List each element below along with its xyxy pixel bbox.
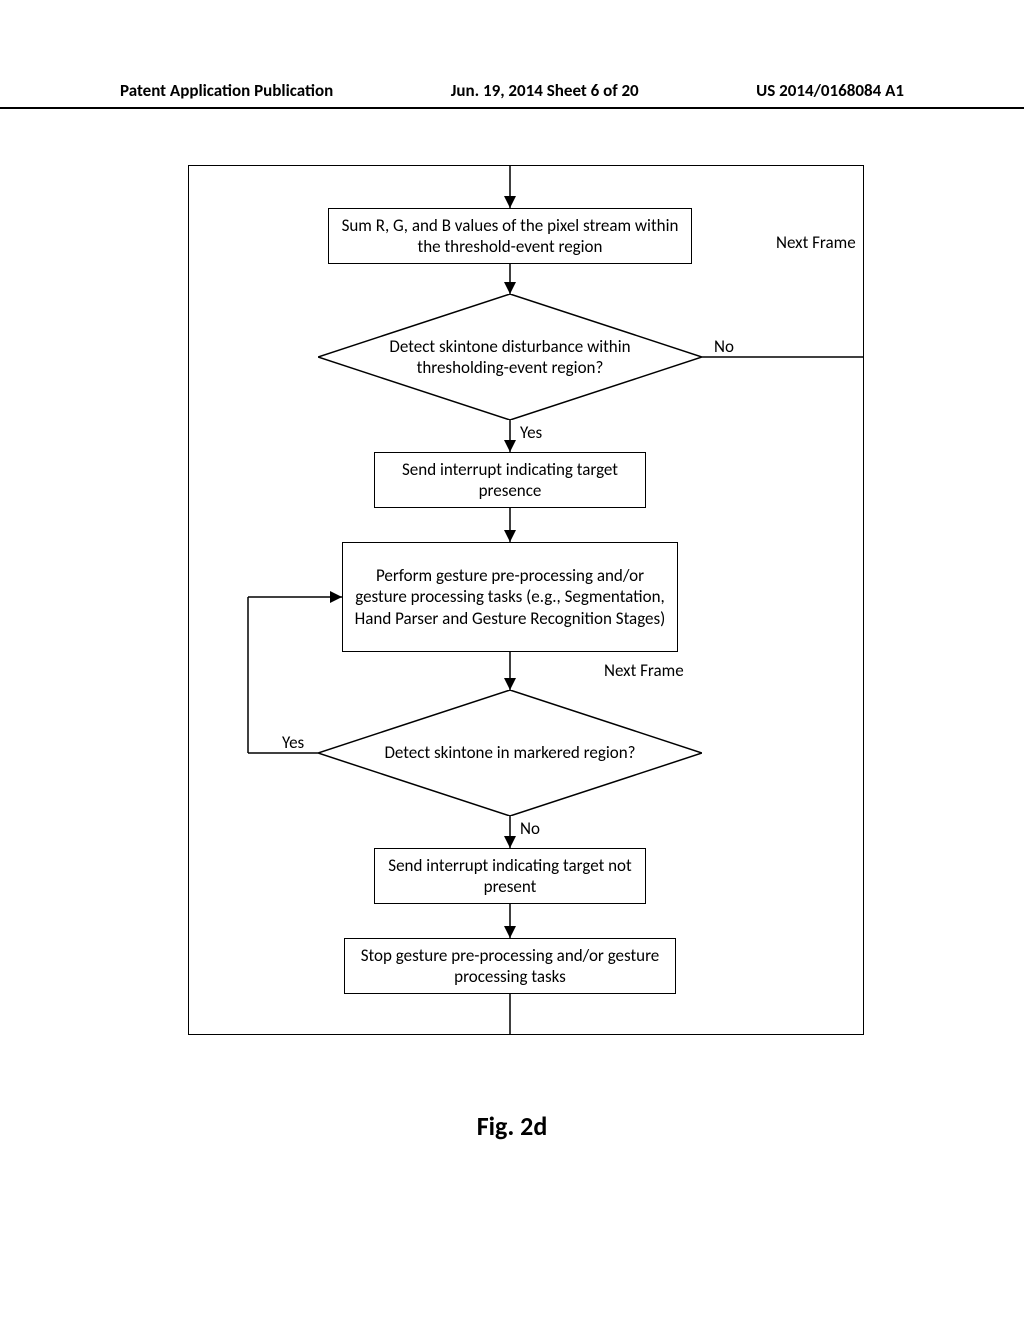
box-stop-gesture: Stop gesture pre-processing and/or gestu…	[344, 938, 676, 994]
flowchart-diagram: Sum R, G, and B values of the pixel stre…	[188, 160, 868, 1040]
figure-caption: Fig. 2d	[0, 1110, 1024, 1142]
label-next-frame-mid: Next Frame	[604, 660, 684, 681]
label-yes-2: Yes	[282, 732, 304, 753]
label-no-2: No	[520, 818, 540, 839]
box-send-notpresent-text: Send interrupt indicating target not pre…	[385, 855, 635, 898]
decision-detect-skintone-markered: Detect skintone in markered region?	[318, 690, 702, 816]
label-next-frame-top: Next Frame	[776, 232, 856, 253]
box-sum-rgb: Sum R, G, and B values of the pixel stre…	[328, 208, 692, 264]
box-sum-text: Sum R, G, and B values of the pixel stre…	[339, 215, 681, 258]
page-header: Patent Application Publication Jun. 19, …	[0, 80, 1024, 109]
header-left: Patent Application Publication	[120, 80, 333, 101]
decision2-text: Detect skintone in markered region?	[384, 742, 635, 763]
box-send-present-text: Send interrupt indicating target presenc…	[385, 459, 635, 502]
label-no-1: No	[714, 336, 734, 357]
header-center: Jun. 19, 2014 Sheet 6 of 20	[451, 80, 639, 101]
decision1-text: Detect skintone disturbance within thres…	[352, 336, 668, 379]
box-perform-gesture: Perform gesture pre-processing and/or ge…	[342, 542, 678, 652]
box-send-interrupt-not-present: Send interrupt indicating target not pre…	[374, 848, 646, 904]
header-right: US 2014/0168084 A1	[756, 80, 904, 101]
box-send-interrupt-present: Send interrupt indicating target presenc…	[374, 452, 646, 508]
box-stop-text: Stop gesture pre-processing and/or gestu…	[355, 945, 665, 988]
decision-detect-skintone-disturbance: Detect skintone disturbance within thres…	[318, 294, 702, 420]
label-yes-1: Yes	[520, 422, 542, 443]
box-perform-text: Perform gesture pre-processing and/or ge…	[353, 565, 667, 629]
